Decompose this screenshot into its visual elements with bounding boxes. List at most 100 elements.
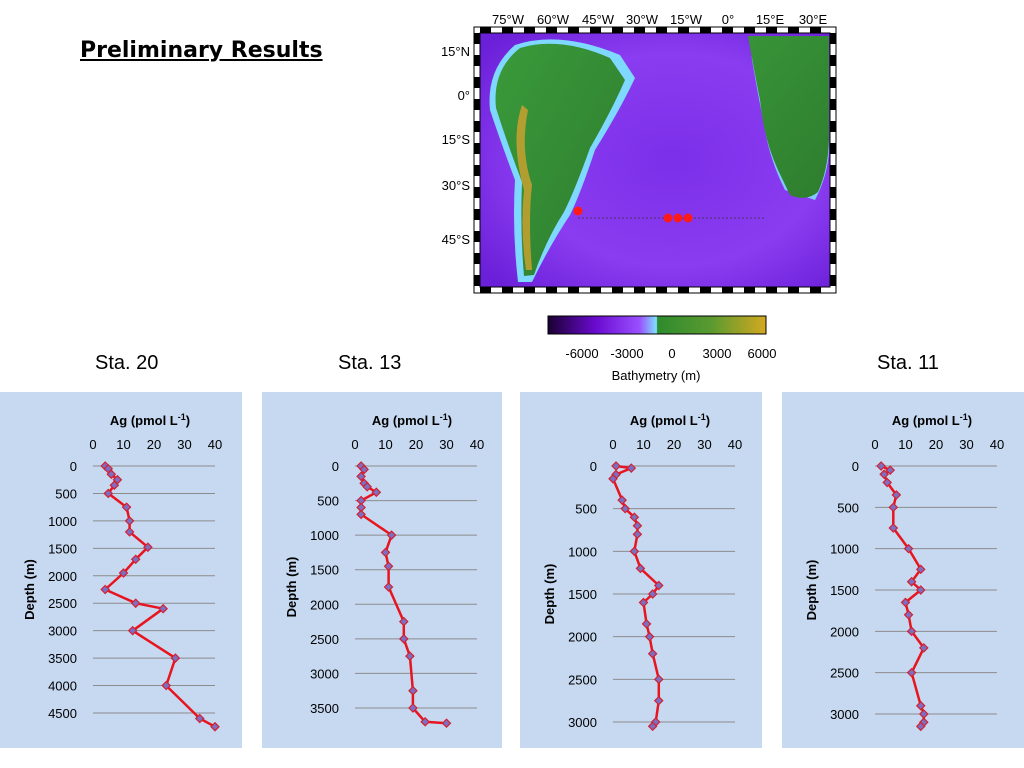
data-point [170,653,181,663]
data-point [109,480,120,491]
y-axis-title: Depth (m) [22,559,37,620]
data-point [386,530,397,540]
data-point [362,481,373,492]
x-tick-label: 0 [871,437,878,452]
y-axis-title: Depth (m) [804,560,819,621]
data-point [903,609,914,620]
x-tick-label: 10 [378,437,392,452]
data-point [644,631,655,642]
data-point [143,542,153,553]
station-marker [663,213,673,223]
lat-label: 15°N [441,44,470,59]
y-tick-label: 500 [317,494,339,509]
data-point [906,626,917,637]
y-tick-label: 3500 [310,701,339,716]
colorbar-label: Bathymetry (m) [612,368,701,383]
x-tick-label: 0 [609,437,616,452]
x-tick-label: 20 [409,437,423,452]
data-point [383,561,394,572]
data-point [124,516,135,526]
y-tick-label: 1500 [568,587,597,602]
data-point [620,503,631,514]
data-point [611,461,621,471]
data-point [903,543,914,554]
y-tick-label: 2000 [48,569,77,584]
x-tick-label: 40 [208,437,222,452]
y-tick-label: 3000 [48,624,77,639]
data-point [626,463,637,473]
lon-label: 0° [722,12,734,27]
colorbar-tick: -6000 [565,346,598,361]
data-point [888,523,899,533]
y-tick-label: 1000 [310,528,339,543]
data-point [398,634,409,644]
lon-label: 60°W [537,12,570,27]
data-point [888,502,899,513]
data-point [882,477,893,488]
data-point [632,520,643,531]
africa-land [692,36,829,198]
lon-label: 30°W [626,12,659,27]
station-marker [683,213,693,223]
data-point [915,564,926,575]
map-frame-ticks [473,26,837,294]
x-tick-label: 40 [990,437,1004,452]
data-point [629,512,640,523]
data-point [900,597,911,608]
data-point [641,619,652,629]
station-marker-west [573,206,583,216]
data-point [356,471,366,482]
x-axis-title: Ag (pmol L-1) [630,412,710,428]
profile-panel-sta11: Ag (pmol L-1) 0 10 20 30 40 0 500 1000 1500 2000 25… [782,392,1024,748]
x-tick-label: 20 [667,437,681,452]
data-point [100,584,111,595]
bathymetry-map: 75°W 60°W 45°W 30°W 15°W 0° 15°E 30°E 15… [441,12,837,294]
data-point [918,643,929,653]
x-tick-label: 10 [898,437,912,452]
data-point [653,695,664,706]
y-tick-label: 3000 [830,707,859,722]
x-tick-label: 40 [728,437,742,452]
y-axis-title: Depth (m) [284,557,299,618]
profile-panel-sta13: Ag (pmol L-1) 0 10 20 30 40 0 500 1000 1500 2000 25… [262,392,502,748]
x-tick-label: 30 [697,437,711,452]
profile-panel-sta20: Ag (pmol L-1) 0 10 20 30 40 0 500 1000 1500 2000 25… [0,392,242,748]
profile-chart: Ag (pmol L-1) 0 10 20 30 40 0 500 1000 1500 2000 25… [22,412,222,732]
page-title: Preliminary Results [80,38,323,63]
profile-chart: Ag (pmol L-1) 0 10 20 30 40 0 500 1000 1500 2000 25… [284,412,484,729]
x-tick-label: 20 [929,437,943,452]
station-marker [673,213,683,223]
bathymetry-colorbar: -6000 -3000 0 3000 6000 Bathymetry (m) [547,315,777,383]
data-point [629,546,640,557]
colorbar-tick: 6000 [748,346,777,361]
data-point [103,488,114,499]
y-tick-label: 0 [332,459,339,474]
data-point [408,685,418,696]
data-point [398,616,409,627]
data-point [647,589,658,599]
data-point [121,502,132,513]
x-tick-label: 30 [177,437,191,452]
data-point [194,713,205,724]
y-axis-title: Depth (m) [542,564,557,625]
lon-label: 30°E [799,12,828,27]
data-point [647,721,658,732]
x-tick-label: 20 [147,437,161,452]
y-tick-label: 2000 [568,630,597,645]
x-tick-label: 0 [351,437,358,452]
data-point [359,464,369,475]
y-tick-label: 1500 [310,563,339,578]
profile-line [880,464,926,728]
andes-highlands [516,105,532,270]
data-point [632,529,643,540]
y-tick-label: 1000 [830,542,859,557]
data-point [405,651,415,661]
station-label: Sta. 20 [95,352,159,374]
data-point [891,490,902,500]
y-tick-label: 1000 [48,514,77,529]
data-point [420,716,430,727]
lon-label: 45°W [582,12,615,27]
y-tick-label: 4500 [48,706,77,721]
profile-panel: Ag (pmol L-1) 0 10 20 30 40 0 500 1000 1500 2000 25… [520,392,762,748]
data-point [106,469,117,480]
